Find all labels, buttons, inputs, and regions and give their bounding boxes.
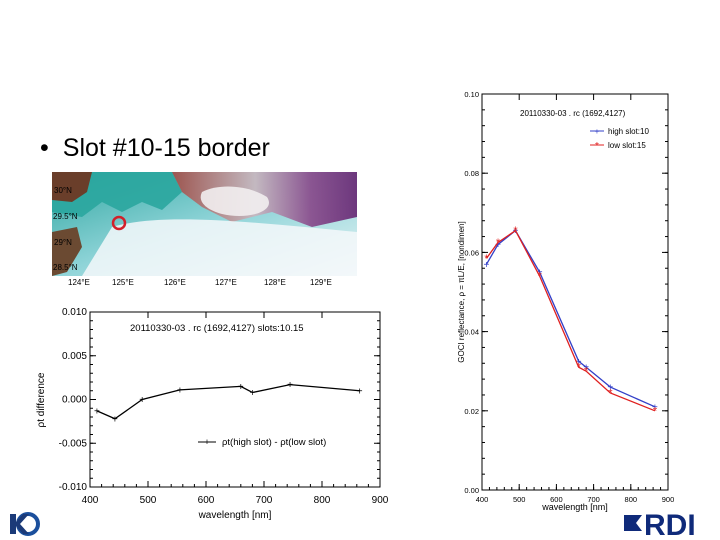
data-point-0: + <box>287 380 293 391</box>
reflectance-chart-frame <box>481 93 669 491</box>
svg-text:RDI: RDI <box>644 509 696 539</box>
y-tick-label: 0.005 <box>62 351 87 362</box>
kordi-logo: RDI <box>624 509 696 539</box>
data-point-0: + <box>495 240 501 251</box>
x-tick-label: 800 <box>625 495 638 504</box>
x-tick-label: 400 <box>476 495 489 504</box>
y-tick-label: 0.06 <box>464 248 479 257</box>
legend-marker-high: + <box>595 127 600 136</box>
x-tick-label: 900 <box>372 495 389 506</box>
satellite-map-image: 30°N 29.5°N 29°N 28.5°N <box>52 172 357 276</box>
reflectance-chart-xlabel: wavelength [nm] <box>541 502 608 512</box>
y-tick-label: 0.000 <box>62 395 87 406</box>
legend-label-high: high slot:10 <box>608 127 649 136</box>
map-brown-region-top <box>52 172 92 202</box>
x-tick-label: 500 <box>140 495 157 506</box>
reflectance-chart-legend: + high slot:10 * low slot:15 <box>590 127 649 152</box>
x-tick-label: 700 <box>256 495 273 506</box>
bullet-marker: • <box>40 134 49 162</box>
data-point-0: + <box>139 395 145 406</box>
data-point-1: * <box>577 362 582 374</box>
data-point-1: * <box>484 253 489 265</box>
legend-marker: + <box>204 437 209 447</box>
lat-label-29: 29°N <box>54 238 72 247</box>
difference-chart-legend: + ρt(high slot) - ρt(low slot) <box>198 437 326 448</box>
legend-marker-low: * <box>595 141 599 152</box>
lat-label-30: 30°N <box>54 186 72 195</box>
y-tick-label: 0.10 <box>464 90 479 99</box>
y-tick-label: 0.08 <box>464 169 479 178</box>
bullet-text: Slot #10-15 border <box>62 134 270 162</box>
y-tick-label: 0.04 <box>464 328 479 337</box>
lon-label-128: 128°E <box>264 278 286 287</box>
data-point-1: * <box>584 366 589 378</box>
bullet-item: • Slot #10-15 border <box>40 134 270 163</box>
lon-label-127: 127°E <box>215 278 237 287</box>
reflectance-chart-ylabel: GOCI reflectance, ρ = πL/E, [nondimen] <box>457 221 466 362</box>
lon-label-126: 126°E <box>164 278 186 287</box>
data-point-0: + <box>238 382 244 393</box>
data-point-0: + <box>576 357 582 368</box>
data-point-0: + <box>249 388 255 399</box>
lon-label-125: 125°E <box>112 278 134 287</box>
map-white-area <box>82 219 357 276</box>
data-point-1: * <box>513 225 518 237</box>
difference-chart-frame <box>89 311 381 488</box>
data-point-0: + <box>652 402 658 413</box>
data-point-0: + <box>357 386 363 397</box>
data-point-0: + <box>583 363 589 374</box>
data-point-0: + <box>177 385 183 396</box>
reflectance-chart-title: 20110330-03 . rc (1692,4127) <box>520 109 626 118</box>
y-tick-label: -0.005 <box>59 438 88 449</box>
difference-chart: 20110330-03 . rc (1692,4127) slots:10.15… <box>36 307 389 521</box>
reflectance-chart: 20110330-03 . rc (1692,4127) 400 500 600 70… <box>457 90 675 512</box>
y-tick-label: 0.02 <box>464 407 479 416</box>
series-line-0 <box>96 383 360 420</box>
difference-chart-xlabel: wavelength [nm] <box>198 510 272 521</box>
legend-label: ρt(high slot) - ρt(low slot) <box>222 437 326 448</box>
lat-label-29-5: 29.5°N <box>53 212 78 221</box>
x-tick-label: 700 <box>587 495 600 504</box>
difference-chart-ylabel: ρt difference <box>36 372 47 427</box>
y-tick-label: 0.00 <box>464 486 479 495</box>
kc-logo <box>10 512 40 536</box>
data-point-1: * <box>608 387 613 399</box>
x-tick-label: 900 <box>662 495 675 504</box>
data-point-0: + <box>484 260 490 271</box>
map-white-cloud <box>200 186 269 217</box>
data-point-0: + <box>537 268 543 279</box>
series-line-0 <box>485 229 656 408</box>
lon-label-124: 124°E <box>68 278 90 287</box>
difference-chart-title: 20110330-03 . rc (1692,4127) slots:10.15 <box>130 323 304 334</box>
map-target-marker <box>111 215 127 231</box>
map-brown-region-bottom <box>52 227 82 276</box>
data-point-0: + <box>112 414 118 425</box>
x-tick-label: 600 <box>198 495 215 506</box>
data-point-0: + <box>607 383 613 394</box>
lon-label-129: 129°E <box>310 278 332 287</box>
data-point-1: * <box>496 237 501 249</box>
x-tick-label: 800 <box>314 495 331 506</box>
series-line-1 <box>485 229 656 412</box>
x-tick-label: 500 <box>513 495 526 504</box>
satellite-map-svg <box>52 172 357 276</box>
legend-label-low: low slot:15 <box>608 141 646 150</box>
x-tick-label: 400 <box>82 495 99 506</box>
x-tick-label: 600 <box>550 495 563 504</box>
y-tick-label: 0.010 <box>62 307 87 318</box>
y-tick-label: -0.010 <box>59 482 88 493</box>
data-point-0: + <box>94 406 100 417</box>
data-point-1: * <box>538 271 543 283</box>
data-point-1: * <box>653 405 658 417</box>
lat-label-28-5: 28.5°N <box>53 263 78 272</box>
